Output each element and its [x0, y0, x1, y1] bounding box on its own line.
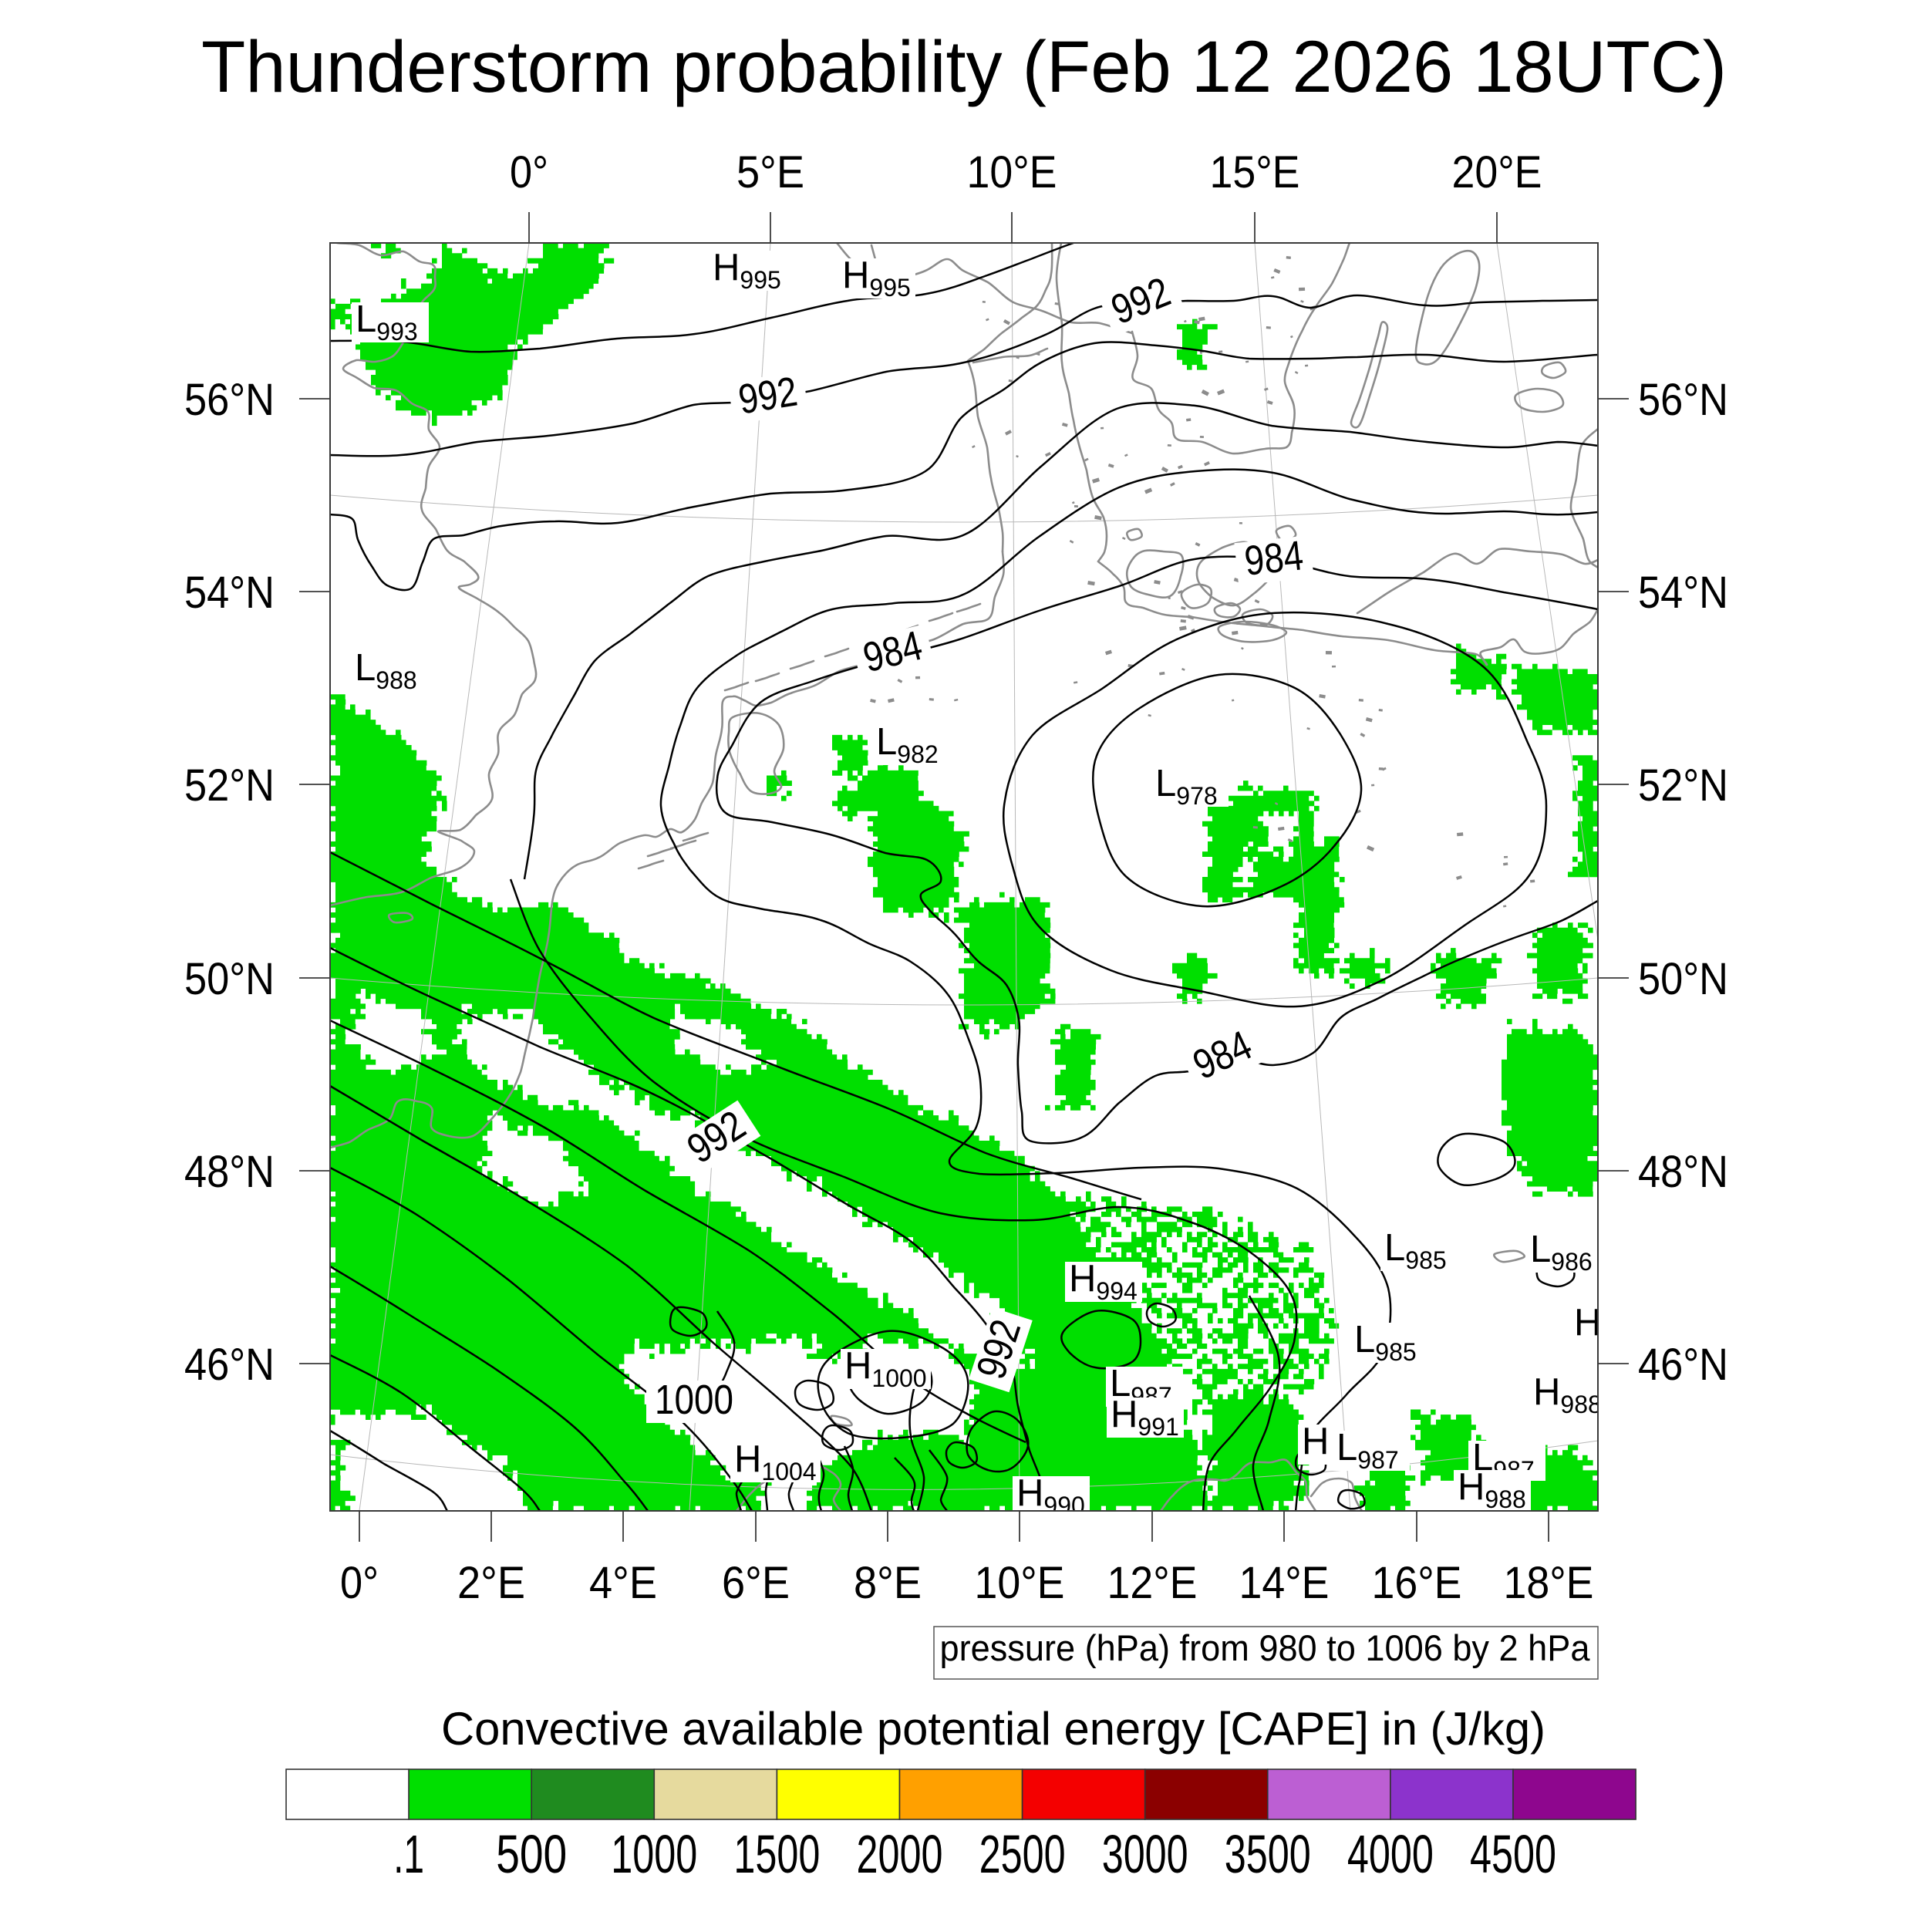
svg-text:2°E: 2°E [457, 1558, 525, 1608]
svg-text:54°N: 54°N [184, 568, 275, 618]
svg-text:.1: .1 [393, 1824, 424, 1884]
svg-text:48°N: 48°N [184, 1147, 275, 1197]
svg-text:18°E: 18°E [1504, 1558, 1594, 1608]
svg-text:1000: 1000 [611, 1824, 697, 1884]
svg-text:Thunderstorm probability (Feb: Thunderstorm probability (Feb 12 2026 18… [201, 26, 1727, 108]
svg-text:46°N: 46°N [184, 1340, 275, 1390]
svg-text:4000: 4000 [1347, 1824, 1434, 1884]
svg-text:1500: 1500 [733, 1824, 820, 1884]
svg-text:50°N: 50°N [1638, 954, 1728, 1004]
svg-text:2500: 2500 [979, 1824, 1066, 1884]
svg-text:16°E: 16°E [1372, 1558, 1462, 1608]
svg-text:0°: 0° [340, 1558, 379, 1608]
svg-text:6°E: 6°E [722, 1558, 790, 1608]
svg-text:8°E: 8°E [854, 1558, 922, 1608]
svg-text:48°N: 48°N [1638, 1147, 1728, 1197]
svg-text:3500: 3500 [1225, 1824, 1311, 1884]
svg-text:20°E: 20°E [1452, 147, 1542, 197]
svg-text:56°N: 56°N [184, 375, 275, 425]
svg-text:15°E: 15°E [1210, 147, 1300, 197]
svg-text:5°E: 5°E [736, 147, 804, 197]
svg-text:2000: 2000 [857, 1824, 943, 1884]
svg-text:56°N: 56°N [1638, 375, 1728, 425]
svg-text:4500: 4500 [1470, 1824, 1556, 1884]
svg-text:50°N: 50°N [184, 954, 275, 1004]
svg-text:984: 984 [1242, 532, 1306, 585]
svg-text:10°E: 10°E [975, 1558, 1065, 1608]
svg-text:pressure (hPa) from 980 to 100: pressure (hPa) from 980 to 1006 by 2 hPa [940, 1627, 1591, 1668]
svg-text:14°E: 14°E [1239, 1558, 1330, 1608]
svg-text:500: 500 [496, 1824, 567, 1884]
svg-text:0°: 0° [510, 147, 548, 197]
svg-text:H: H [1302, 1421, 1329, 1462]
svg-text:52°N: 52°N [1638, 760, 1728, 811]
svg-text:10°E: 10°E [967, 147, 1057, 197]
svg-text:3000: 3000 [1102, 1824, 1188, 1884]
svg-text:1000: 1000 [655, 1377, 733, 1423]
svg-text:54°N: 54°N [1638, 568, 1728, 618]
svg-text:H98: H98 [1574, 1302, 1629, 1349]
svg-text:992: 992 [735, 368, 800, 423]
svg-text:4°E: 4°E [589, 1558, 657, 1608]
svg-text:Convective available potential: Convective available potential energy [C… [441, 1703, 1545, 1755]
svg-text:12°E: 12°E [1107, 1558, 1198, 1608]
svg-text:46°N: 46°N [1638, 1340, 1728, 1390]
svg-text:52°N: 52°N [184, 760, 275, 811]
